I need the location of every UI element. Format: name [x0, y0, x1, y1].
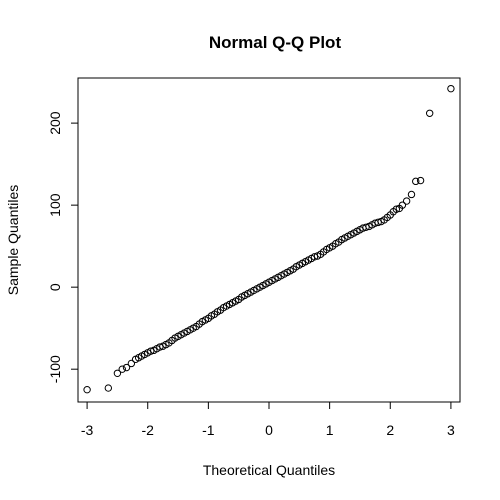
x-axis: -3 -2 -1 0 1 2 3 — [81, 401, 455, 438]
data-point — [147, 347, 155, 355]
data-point — [83, 385, 91, 394]
data-point — [310, 253, 319, 261]
x-tick-label: 0 — [265, 422, 273, 438]
y-tick-label: -100 — [47, 355, 63, 383]
plot-frame — [77, 77, 461, 403]
data-point — [392, 205, 401, 213]
data-point — [156, 343, 164, 351]
data-point — [104, 384, 113, 392]
data-point — [407, 190, 416, 199]
y-tick-label: 100 — [47, 193, 63, 217]
y-tick-label: 0 — [47, 283, 63, 291]
data-point — [416, 176, 425, 185]
data-points — [83, 84, 455, 394]
data-point — [118, 365, 126, 373]
x-tick-label: 1 — [326, 422, 334, 438]
y-axis: -100 0 100 200 — [47, 111, 79, 383]
data-point — [122, 363, 131, 372]
x-axis-label: Theoretical Quantiles — [203, 462, 335, 478]
data-point — [447, 84, 455, 93]
data-point — [402, 197, 411, 205]
data-point — [362, 223, 370, 231]
data-point — [113, 369, 122, 377]
x-tick-label: 2 — [386, 422, 394, 438]
data-point — [374, 218, 382, 227]
data-point — [398, 201, 407, 209]
data-point — [127, 359, 136, 368]
y-axis-label: Sample Quantiles — [5, 185, 21, 296]
x-tick-label: -2 — [142, 422, 155, 438]
data-point — [425, 109, 434, 117]
x-tick-label: -3 — [81, 422, 94, 438]
chart-title: Normal Q-Q Plot — [209, 33, 342, 52]
x-tick-label: 3 — [447, 422, 455, 438]
y-tick-label: 200 — [47, 111, 63, 135]
data-point — [412, 177, 420, 186]
x-tick-label: -1 — [202, 422, 215, 438]
